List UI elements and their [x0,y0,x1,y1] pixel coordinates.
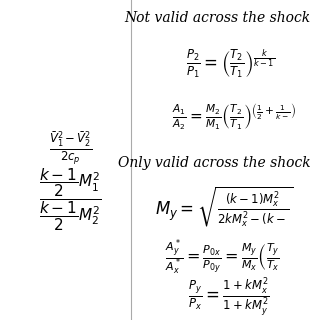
Text: Only valid across the shock: Only valid across the shock [118,156,310,170]
Text: $M_y = \sqrt{\frac{(k-1)M_x^2}{2kM_x^2-(k-}}$: $M_y = \sqrt{\frac{(k-1)M_x^2}{2kM_x^2-(… [155,184,293,229]
Text: $\frac{P_2}{P_1} = \left(\frac{T_2}{T_1}\right)^{\frac{k}{k-1}}$: $\frac{P_2}{P_1} = \left(\frac{T_2}{T_1}… [186,48,275,80]
Text: $\dfrac{\dfrac{k-1}{2}M_1^2}{\dfrac{k-1}{2}M_2^2}$: $\dfrac{\dfrac{k-1}{2}M_1^2}{\dfrac{k-1}… [39,167,102,233]
Text: $\frac{P_y}{P_x} = \frac{1+kM_x^2}{1+kM_y^2}$: $\frac{P_y}{P_x} = \frac{1+kM_x^2}{1+kM_… [188,277,269,319]
Text: $\frac{A_1}{A_2} = \frac{M_2}{M_1}\left(\frac{T_2}{T_1}\right)^{\left(\frac{1}{2: $\frac{A_1}{A_2} = \frac{M_2}{M_1}\left(… [172,102,296,132]
Text: $\frac{A_y^*}{A_x^*} = \frac{P_{0x}}{P_{0y}} = \frac{M_y}{M_x}\left(\frac{T_y}{T: $\frac{A_y^*}{A_x^*} = \frac{P_{0x}}{P_{… [165,238,280,277]
Text: Not valid across the shock: Not valid across the shock [124,11,310,25]
Text: $\frac{\bar{V}_1^2-\bar{V}_2^2}{2c_p}$: $\frac{\bar{V}_1^2-\bar{V}_2^2}{2c_p}$ [49,130,92,168]
